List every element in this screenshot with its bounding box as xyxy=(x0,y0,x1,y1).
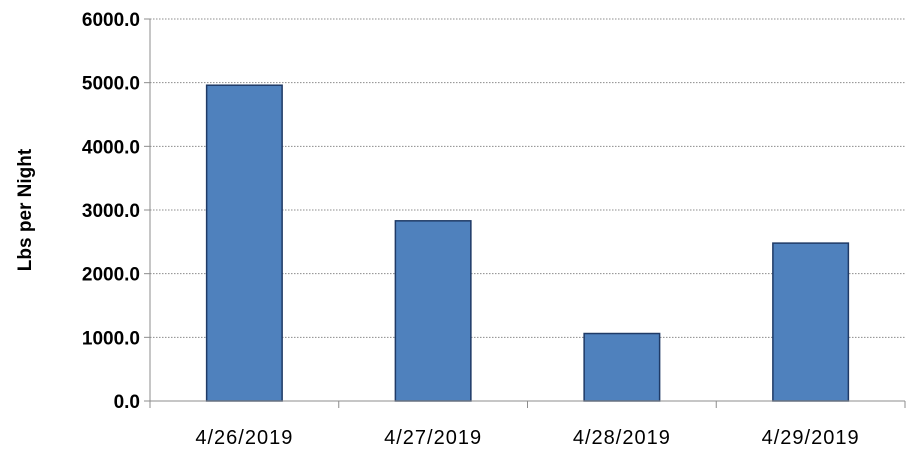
y-tick-label: 5000.0 xyxy=(82,74,140,95)
y-tick-label: 3000.0 xyxy=(82,201,140,222)
x-category-label: 4/26/2019 xyxy=(195,427,293,449)
bar-4/27/2019 xyxy=(394,220,472,402)
x-category-label: 4/29/2019 xyxy=(762,427,860,449)
bar-4/29/2019 xyxy=(772,242,850,402)
y-tick-label: 4000.0 xyxy=(82,137,140,158)
y-tick-label: 1000.0 xyxy=(82,328,140,349)
axes xyxy=(144,18,906,408)
x-category-label: 4/27/2019 xyxy=(384,427,482,449)
y-axis-title: Lbs per Night xyxy=(15,148,36,271)
bar-4/28/2019 xyxy=(583,332,661,402)
axis-labels: 0.0 1000.0 2000.0 3000.0 4000.0 5000.0 6000.0 4… xyxy=(82,10,860,449)
y-tick-label: 0.0 xyxy=(114,392,140,413)
bar-4/26/2019 xyxy=(205,84,283,402)
y-tick-label: 2000.0 xyxy=(82,265,140,286)
y-tick-label: 6000.0 xyxy=(82,10,140,31)
bars xyxy=(205,84,850,402)
x-category-label: 4/28/2019 xyxy=(573,427,671,449)
